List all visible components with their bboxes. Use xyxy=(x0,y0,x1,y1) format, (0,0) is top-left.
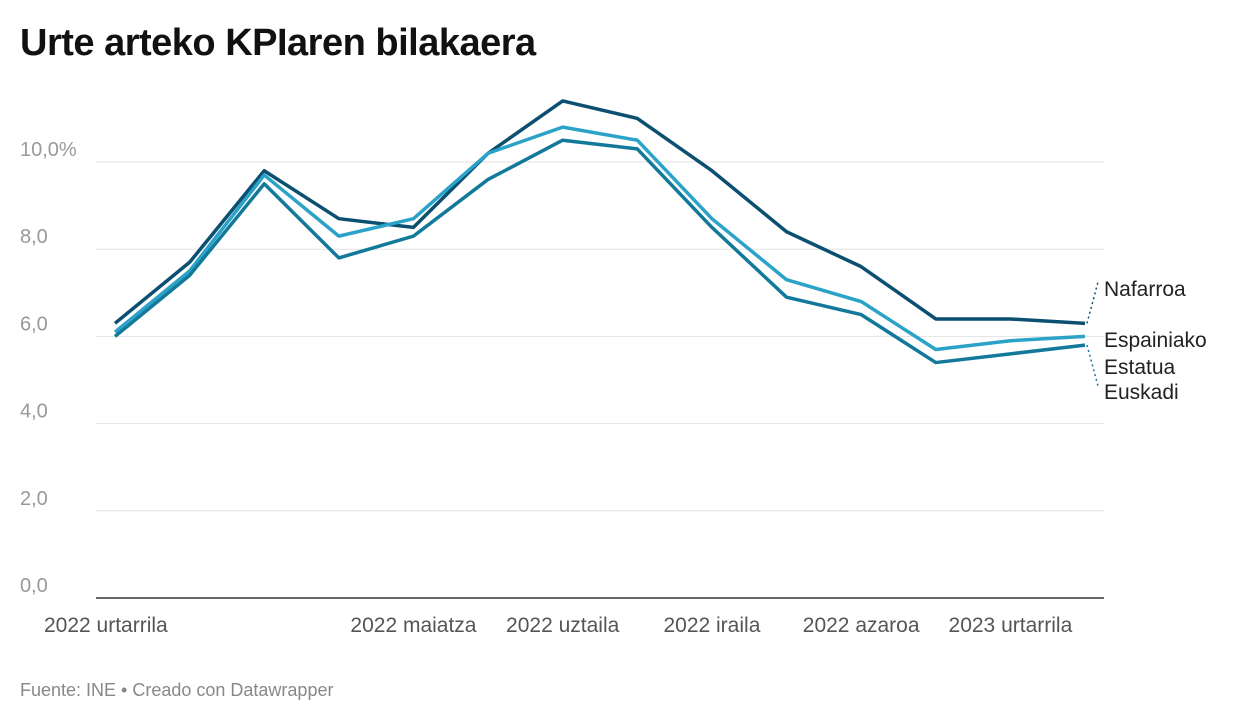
y-tick-label: 0,0 xyxy=(20,575,48,597)
footer-source: Fuente: INE • Creado con Datawrapper xyxy=(20,680,334,700)
series-label: Espainiako xyxy=(1104,329,1207,352)
series-label: Nafarroa xyxy=(1104,278,1186,301)
x-tick-label: 2022 maiatza xyxy=(350,614,476,637)
chart-title: Urte arteko KPIaren bilakaera xyxy=(20,22,536,64)
series-label: Estatua xyxy=(1104,356,1176,379)
label-connector xyxy=(1086,281,1099,324)
y-tick-label: 6,0 xyxy=(20,313,48,335)
y-tick-label: 8,0 xyxy=(20,226,48,248)
x-tick-label: 2023 urtarrila xyxy=(949,614,1073,637)
series-line-euskadi xyxy=(113,138,1086,365)
series-label: Euskadi xyxy=(1104,381,1179,404)
x-tick-label: 2022 uztaila xyxy=(506,614,620,637)
series-line-espainiako-estatua xyxy=(113,125,1086,352)
label-connector xyxy=(1086,344,1099,387)
x-tick-label: 2022 iraila xyxy=(663,614,760,637)
y-tick-label: 10,0% xyxy=(20,139,77,161)
x-tick-label: 2022 urtarrila xyxy=(44,614,168,637)
y-tick-label: 4,0 xyxy=(20,401,48,423)
x-tick-label: 2022 azaroa xyxy=(803,614,920,637)
series-line-nafarroa xyxy=(113,99,1086,326)
y-tick-label: 2,0 xyxy=(20,488,48,510)
